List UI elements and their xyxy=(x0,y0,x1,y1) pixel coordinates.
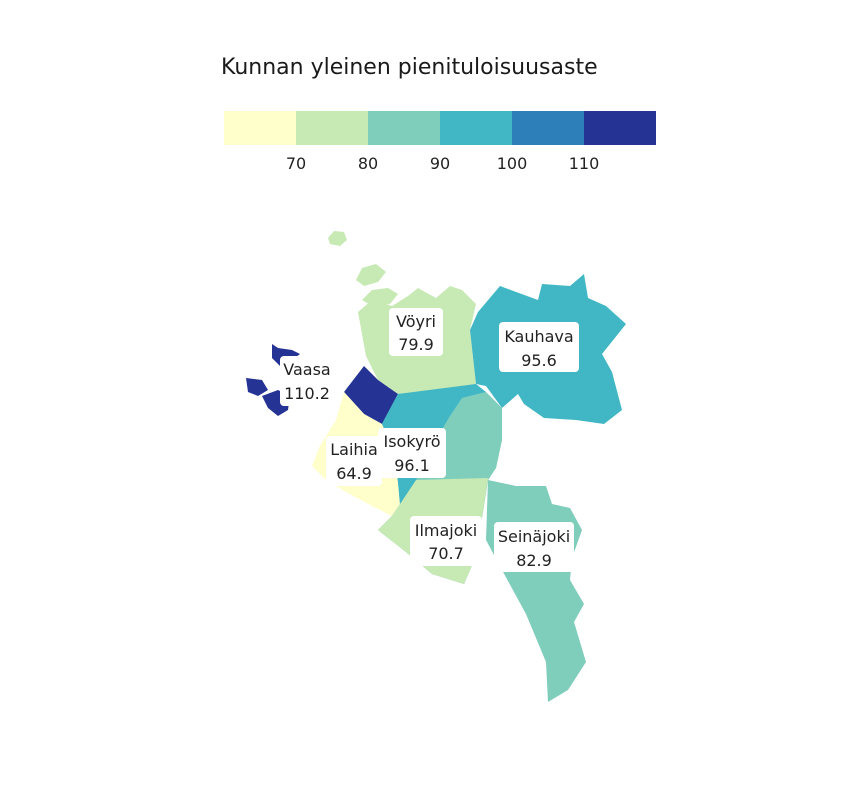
label-name: Vöyri xyxy=(396,312,436,331)
legend-tick: 80 xyxy=(357,154,379,173)
legend-swatch xyxy=(296,111,368,145)
legend-tick: 90 xyxy=(429,154,451,173)
label-kauhava: Kauhava 95.6 xyxy=(499,322,579,372)
label-laihia: Laihia 64.9 xyxy=(326,436,382,486)
label-value: 96.1 xyxy=(394,456,430,475)
legend-swatch xyxy=(584,111,656,145)
color-legend xyxy=(224,111,656,145)
legend-swatch xyxy=(440,111,512,145)
label-name: Vaasa xyxy=(283,360,330,379)
label-seinajoki: Seinäjoki 82.9 xyxy=(494,522,574,572)
legend-swatch xyxy=(512,111,584,145)
legend-tick: 70 xyxy=(285,154,307,173)
label-value: 70.7 xyxy=(428,544,464,563)
label-value: 79.9 xyxy=(398,335,434,354)
label-isokyro: Isokyrö 96.1 xyxy=(378,428,446,478)
legend-tick: 110 xyxy=(568,154,600,173)
legend-swatch xyxy=(224,111,296,145)
label-value: 82.9 xyxy=(516,551,552,570)
label-ilmajoki: Ilmajoki 70.7 xyxy=(410,516,482,566)
legend-swatch xyxy=(368,111,440,145)
label-vaasa: Vaasa 110.2 xyxy=(280,356,336,406)
label-name: Ilmajoki xyxy=(415,521,478,540)
label-voyri: Vöyri 79.9 xyxy=(389,308,443,356)
label-value: 95.6 xyxy=(521,351,557,370)
label-name: Seinäjoki xyxy=(498,527,570,546)
label-name: Kauhava xyxy=(504,327,573,346)
label-value: 64.9 xyxy=(336,464,372,483)
label-name: Laihia xyxy=(330,440,378,459)
legend-tick: 100 xyxy=(496,154,528,173)
label-value: 110.2 xyxy=(284,384,330,403)
label-name: Isokyrö xyxy=(383,432,440,451)
map-title: Kunnan yleinen pienituloisuusaste xyxy=(221,55,598,80)
